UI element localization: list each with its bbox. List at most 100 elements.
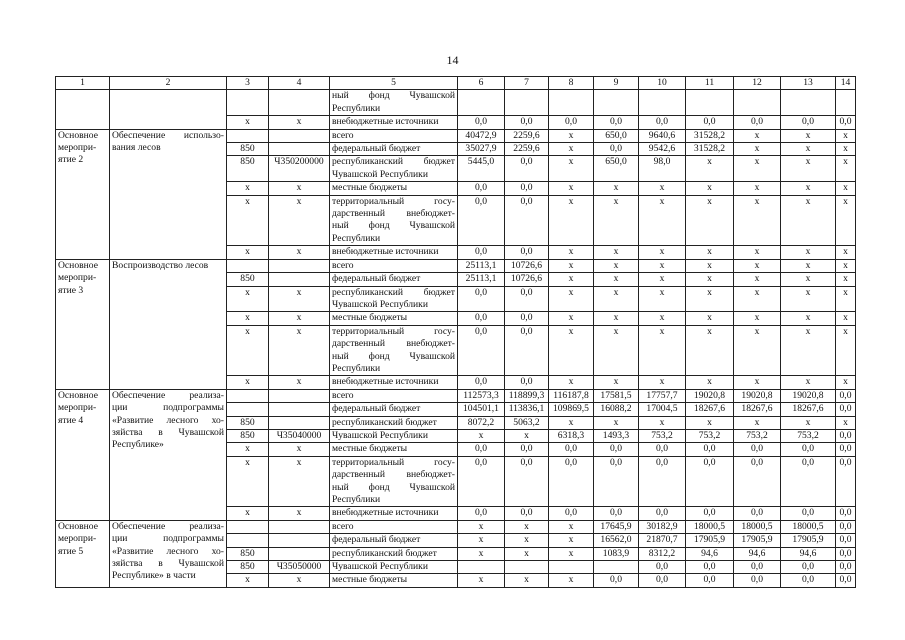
value-cell: 5445,0: [457, 155, 505, 183]
text-line: местные бюджеты: [332, 312, 408, 324]
value-cell: 0,0: [504, 115, 549, 130]
header-row: 1 2 3 4 5 6 7 8 9 10 11 12 13 14: [55, 75, 856, 91]
value-cell: 0,0: [504, 181, 549, 196]
value-cell: x: [780, 128, 836, 144]
column-header: 14: [835, 75, 856, 91]
grbs-code-cell: [226, 258, 269, 274]
value-cell: 0,0: [780, 560, 836, 575]
target-article-cell: x: [268, 506, 330, 521]
value-cell: x: [780, 155, 836, 183]
value-cell: x: [593, 285, 639, 313]
column-header: 4: [268, 75, 330, 91]
value-cell: x: [638, 285, 686, 313]
value-cell: x: [548, 415, 594, 430]
value-cell: x: [685, 324, 734, 377]
value-cell: 0,0: [835, 546, 856, 562]
value-cell: 17757,7: [638, 388, 686, 404]
value-cell: x: [593, 194, 639, 247]
value-cell: 0,0: [593, 142, 639, 157]
value-cell: x: [685, 194, 734, 247]
funding-source-cell: Чувашской Республики: [329, 560, 458, 575]
text-line: всего: [332, 129, 354, 141]
text-line: меропри-: [58, 142, 97, 154]
value-cell: 753,2: [780, 428, 836, 444]
column-header: 1: [55, 75, 110, 91]
value-cell: x: [733, 324, 781, 377]
value-cell: x: [835, 311, 856, 326]
table-row: x x внебюджетные источники 0,0 0,0 0,0 0,0 0,0 0…: [56, 115, 856, 130]
text-line: Чувашской Республики: [332, 429, 428, 441]
value-cell: x: [835, 128, 856, 144]
value-cell: 21870,7: [638, 533, 686, 548]
value-cell: 0,0: [685, 442, 734, 457]
value-cell: 10726,6: [504, 258, 549, 274]
value-cell: x: [548, 324, 594, 377]
value-cell: 17905,9: [685, 533, 734, 548]
funding-source-cell: республиканский бюджет Чувашской Республи…: [329, 155, 458, 183]
column-header: 7: [504, 75, 549, 91]
value-cell: x: [780, 194, 836, 247]
text-line: «Развитие лесного хо-: [112, 414, 224, 426]
grbs-code-cell: 850: [226, 155, 269, 183]
funding-source-cell: территориальный госу-дарственный внебюдж…: [329, 194, 458, 247]
grbs-code-cell: [226, 519, 269, 535]
column-header: 13: [780, 75, 836, 91]
value-cell: [638, 89, 686, 117]
text-line: меропри-: [58, 272, 97, 284]
target-article-cell: [268, 519, 330, 535]
value-cell: x: [835, 194, 856, 247]
value-cell: 0,0: [835, 442, 856, 457]
funding-source-cell: внебюджетные источники: [329, 245, 458, 260]
text-line: Чувашской Республики: [332, 561, 428, 573]
text-line: всего: [332, 389, 354, 401]
value-cell: 0,0: [638, 455, 686, 508]
value-cell: 753,2: [638, 428, 686, 444]
text-line: ятие 4: [58, 414, 84, 426]
grbs-code-cell: 850: [226, 546, 269, 562]
table-row: x x территориальный госу-дарственный внебю…: [56, 455, 856, 508]
value-cell: x: [780, 324, 836, 377]
text-line: ятие 5: [58, 545, 84, 557]
value-cell: x: [733, 181, 781, 196]
value-cell: 0,0: [685, 573, 734, 588]
funding-source-cell: федеральный бюджет: [329, 533, 458, 548]
value-cell: 0,0: [733, 115, 781, 130]
text-line: дарственный внебюджет-: [332, 469, 455, 481]
value-cell: x: [733, 272, 781, 287]
target-article-cell: x: [268, 573, 330, 588]
value-cell: [593, 89, 639, 117]
value-cell: 0,0: [835, 402, 856, 417]
value-cell: x: [780, 142, 836, 157]
funding-source-cell: федеральный бюджет: [329, 272, 458, 287]
value-cell: 0,0: [835, 455, 856, 508]
grbs-code-cell: x: [226, 181, 269, 196]
value-cell: 650,0: [593, 128, 639, 144]
value-cell: x: [638, 311, 686, 326]
funding-source-cell: республиканский бюджет Чувашской Республи…: [329, 285, 458, 313]
value-cell: x: [593, 245, 639, 260]
target-article-cell: x: [268, 115, 330, 130]
value-cell: x: [638, 324, 686, 377]
value-cell: 0,0: [835, 573, 856, 588]
table-row: x x внебюджетные источники 0,0 0,0 0,0 0,0 0,0 0…: [56, 506, 856, 521]
value-cell: [593, 560, 639, 575]
grbs-code-cell: x: [226, 506, 269, 521]
value-cell: 0,0: [457, 455, 505, 508]
value-cell: [733, 89, 781, 117]
text-line: Республики: [332, 232, 381, 244]
funding-source-cell: территориальный госу-дарственный внебюдж…: [329, 455, 458, 508]
value-cell: 17905,9: [780, 533, 836, 548]
value-cell: x: [593, 375, 639, 390]
column-header: 12: [733, 75, 781, 91]
value-cell: x: [733, 285, 781, 313]
table-row: x x местные бюджеты 0,0 0,0 x x x x x x x: [56, 311, 856, 326]
value-cell: 19020,8: [685, 388, 734, 404]
table-row: x x территориальный госу-дарственный внебю…: [56, 324, 856, 377]
value-cell: 0,0: [593, 573, 639, 588]
text-line: внебюджетные источники: [332, 507, 439, 519]
value-cell: 10726,6: [504, 272, 549, 287]
text-line: территориальный госу-: [332, 325, 455, 337]
value-cell: x: [780, 415, 836, 430]
value-cell: 35027,9: [457, 142, 505, 157]
funding-source-cell: федеральный бюджет: [329, 142, 458, 157]
